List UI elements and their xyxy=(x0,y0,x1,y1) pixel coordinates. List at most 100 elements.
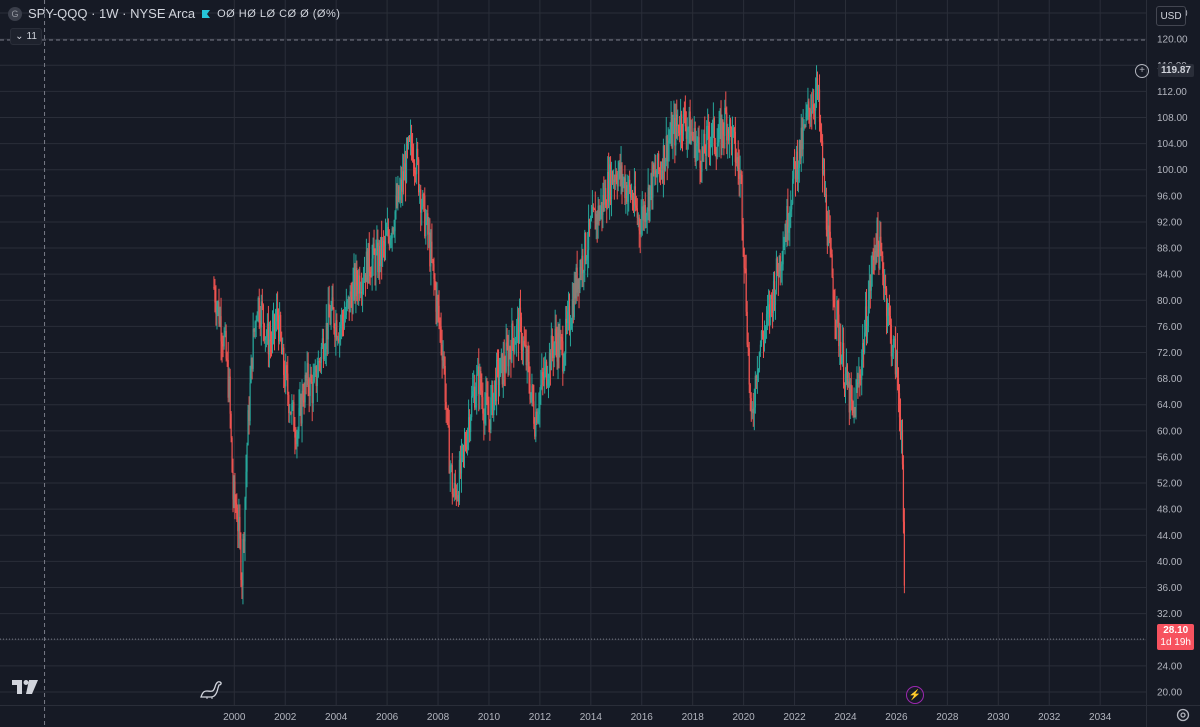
candle-body xyxy=(229,376,231,414)
candle-body xyxy=(286,365,288,374)
candle-body xyxy=(766,310,769,314)
candle-body xyxy=(482,397,484,414)
candle-body xyxy=(358,275,360,294)
candle-body xyxy=(437,297,439,306)
candle-body xyxy=(756,372,758,381)
candle-body xyxy=(299,397,301,408)
candle-body xyxy=(662,145,665,180)
candle-body xyxy=(256,314,258,322)
candle-body xyxy=(520,317,523,351)
candle-body xyxy=(693,128,695,141)
candle-body xyxy=(259,320,261,328)
candle-body xyxy=(831,254,833,278)
candle-body xyxy=(582,255,584,274)
candle-body xyxy=(748,348,750,385)
y-tick-label: 52.00 xyxy=(1157,479,1182,490)
candle-body xyxy=(311,382,313,404)
last-price-tag: 28.10 1d 19h xyxy=(1157,624,1194,650)
candle-body xyxy=(382,241,384,261)
candle-body xyxy=(395,195,397,212)
candle-body xyxy=(572,299,574,318)
candle-body xyxy=(587,250,589,259)
tradingview-logo[interactable] xyxy=(12,680,38,694)
candle-body xyxy=(529,383,531,400)
currency-button[interactable]: USD xyxy=(1156,6,1186,26)
candle-body xyxy=(793,157,795,179)
candle-body xyxy=(835,319,837,324)
flag-icon[interactable] xyxy=(201,9,211,19)
candle-body xyxy=(708,138,711,149)
candle-body xyxy=(879,236,881,269)
candle-body xyxy=(266,323,268,337)
x-tick-label: 2020 xyxy=(733,712,756,723)
candle-body xyxy=(374,254,376,276)
candle-body xyxy=(724,107,726,136)
candle-body xyxy=(272,315,275,329)
gear-icon[interactable] xyxy=(1176,708,1190,722)
candle-body xyxy=(676,114,678,127)
candle-body xyxy=(553,343,555,359)
candle-body xyxy=(429,232,431,267)
y-tick-label: 44.00 xyxy=(1157,531,1182,542)
candle-body xyxy=(499,358,502,377)
y-tick-label: 56.00 xyxy=(1157,452,1182,463)
last-price: 28.10 xyxy=(1163,625,1189,636)
candle-body xyxy=(804,124,806,126)
candle-body xyxy=(404,163,407,183)
candle-body xyxy=(568,306,571,331)
dino-icon[interactable] xyxy=(199,679,223,699)
candle-body xyxy=(551,335,553,351)
plus-circle-icon[interactable]: + xyxy=(1135,64,1149,78)
candle-body xyxy=(604,188,606,205)
candle-body xyxy=(271,328,274,343)
candle-body xyxy=(858,374,860,384)
candle-body xyxy=(750,398,752,412)
candle-body xyxy=(778,256,780,278)
symbol-title[interactable]: SPY-QQQ · 1W · NYSE Arca xyxy=(28,6,196,21)
candle-body xyxy=(613,179,615,182)
candle-body xyxy=(531,385,533,393)
candle-body xyxy=(845,365,848,374)
candle-body xyxy=(547,377,550,384)
candle-body xyxy=(714,146,716,152)
candle-body xyxy=(723,134,725,136)
candle-body xyxy=(627,192,629,202)
exchange-badge-icon[interactable]: G xyxy=(8,6,22,21)
candle-body xyxy=(333,309,335,329)
candle-body xyxy=(492,384,494,415)
candle-body xyxy=(666,136,668,162)
candle-body xyxy=(865,306,868,336)
candle-body xyxy=(515,340,517,345)
y-tick-label: 72.00 xyxy=(1157,348,1182,359)
candle-body xyxy=(485,392,487,409)
candle-body xyxy=(243,539,245,542)
candle-body xyxy=(454,483,456,490)
candle-body xyxy=(702,146,704,155)
candle-body xyxy=(687,128,689,132)
candle-body xyxy=(532,385,534,402)
candle-body xyxy=(402,171,404,192)
candle-body xyxy=(729,119,731,141)
candle-body xyxy=(337,338,339,340)
candle-body xyxy=(276,308,279,316)
candle-body xyxy=(741,174,743,225)
candle-body xyxy=(576,267,578,293)
candle-body xyxy=(447,408,449,426)
collapse-indicators-button[interactable]: ⌄ 11 xyxy=(10,28,42,45)
x-tick-label: 2032 xyxy=(1038,712,1061,723)
candle-body xyxy=(727,128,729,141)
lightning-icon[interactable]: ⚡ xyxy=(906,686,924,704)
candle-body xyxy=(280,315,282,338)
candle-body xyxy=(348,296,350,313)
candle-body xyxy=(813,104,815,110)
candle-body xyxy=(675,114,677,146)
candle-body xyxy=(809,109,811,117)
candle-body xyxy=(816,78,819,90)
candle-body xyxy=(450,465,452,467)
candle-body xyxy=(789,211,791,228)
candle-body xyxy=(219,316,221,324)
candle-body xyxy=(632,203,635,207)
candle-body xyxy=(459,459,462,474)
candle-body xyxy=(737,157,739,169)
